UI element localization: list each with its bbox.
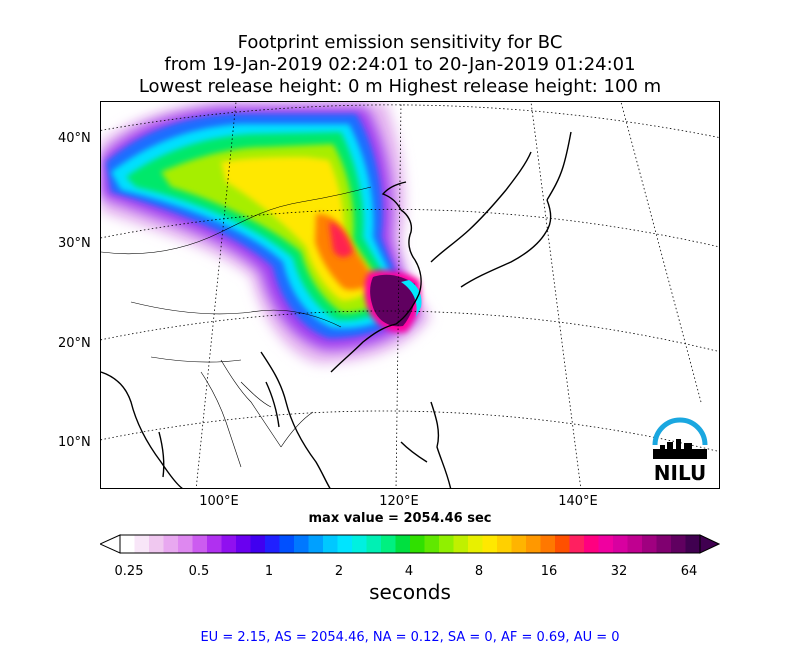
title-line-3: Lowest release height: 0 m Highest relea… (138, 76, 662, 97)
colorbar-cell (468, 535, 483, 553)
colorbar-cell (221, 535, 237, 553)
colorbar-cell (497, 535, 512, 553)
region-summary: EU = 2.15, AS = 2054.46, NA = 0.12, SA =… (200, 630, 620, 645)
graticule (101, 102, 719, 488)
colorbar-tick-label: 2 (334, 564, 344, 579)
lat-label-30n: 30°N (58, 236, 91, 251)
lon-label-100e: 100°E (199, 494, 239, 509)
colorbar-cell (163, 535, 179, 553)
colorbar-tick-label: 1 (264, 564, 274, 579)
colorbar-tick-label: 64 (680, 564, 698, 579)
title-line-1: Footprint emission sensitivity for BC (237, 32, 563, 53)
colorbar-unit-label: seconds (369, 580, 451, 604)
colorbar-cell (482, 535, 498, 553)
map-canvas (101, 102, 719, 488)
colorbar-cell (323, 535, 338, 553)
nilu-logo: NILU (645, 415, 715, 485)
colorbar (100, 534, 720, 554)
colorbar-tick-label: 0.25 (114, 564, 144, 579)
colorbar-cell (395, 535, 411, 553)
colorbar-cell (598, 535, 614, 553)
colorbar-tick-label: 16 (540, 564, 558, 579)
colorbar-cell (410, 535, 425, 553)
colorbar-cell (192, 535, 208, 553)
title-line-2: from 19-Jan-2019 02:24:01 to 20-Jan-2019… (164, 54, 636, 75)
nilu-logo-icon: NILU (652, 417, 708, 485)
colorbar-cell (540, 535, 556, 553)
map-panel[interactable] (100, 101, 720, 489)
colorbar-cell (424, 535, 440, 553)
colorbar-tick-label: 32 (610, 564, 628, 579)
colorbar-cell (294, 535, 309, 553)
lat-label-20n: 20°N (58, 336, 91, 351)
colorbar-cell (613, 535, 628, 553)
colorbar-cells (120, 535, 701, 553)
colorbar-cell (207, 535, 222, 553)
colorbar-max-arrow (699, 534, 720, 554)
colorbar-cell (265, 535, 280, 553)
colorbar-cell (656, 535, 672, 553)
colorbar-cell (366, 535, 382, 553)
lon-label-140e: 140°E (558, 494, 598, 509)
colorbar-cell (149, 535, 164, 553)
colorbar-cell (236, 535, 251, 553)
colorbar-cell (642, 535, 657, 553)
colorbar-cell (337, 535, 353, 553)
colorbar-cell (671, 535, 686, 553)
colorbar-min-arrow (100, 534, 121, 554)
colorbar-cell (555, 535, 570, 553)
lat-label-40n: 40°N (58, 131, 91, 146)
colorbar-cell (511, 535, 527, 553)
colorbar-cell (120, 535, 135, 553)
colorbar-cell (439, 535, 454, 553)
colorbar-outline (119, 534, 701, 554)
colorbar-cell (569, 535, 585, 553)
colorbar-tick-label: 4 (404, 564, 414, 579)
colorbar-cell (352, 535, 367, 553)
colorbar-cell (279, 535, 295, 553)
lat-label-10n: 10°N (58, 435, 91, 450)
colorbar-cell (685, 535, 701, 553)
country-borders (101, 186, 372, 468)
colorbar-cell (453, 535, 469, 553)
lon-label-120e: 120°E (379, 494, 419, 509)
nilu-logo-text: NILU (654, 461, 706, 485)
colorbar-cell (178, 535, 193, 553)
colorbar-cell (584, 535, 599, 553)
footprint-plume (101, 102, 431, 364)
colorbar-cell (308, 535, 324, 553)
colorbar-cell (250, 535, 266, 553)
colorbar-cell (381, 535, 396, 553)
max-value-label: max value = 2054.46 sec (308, 511, 492, 526)
colorbar-cell (526, 535, 541, 553)
colorbar-tick-label: 0.5 (188, 564, 210, 579)
colorbar-cell (134, 535, 150, 553)
colorbar-tick-label: 8 (474, 564, 484, 579)
coastlines (101, 131, 572, 488)
colorbar-cell (627, 535, 643, 553)
